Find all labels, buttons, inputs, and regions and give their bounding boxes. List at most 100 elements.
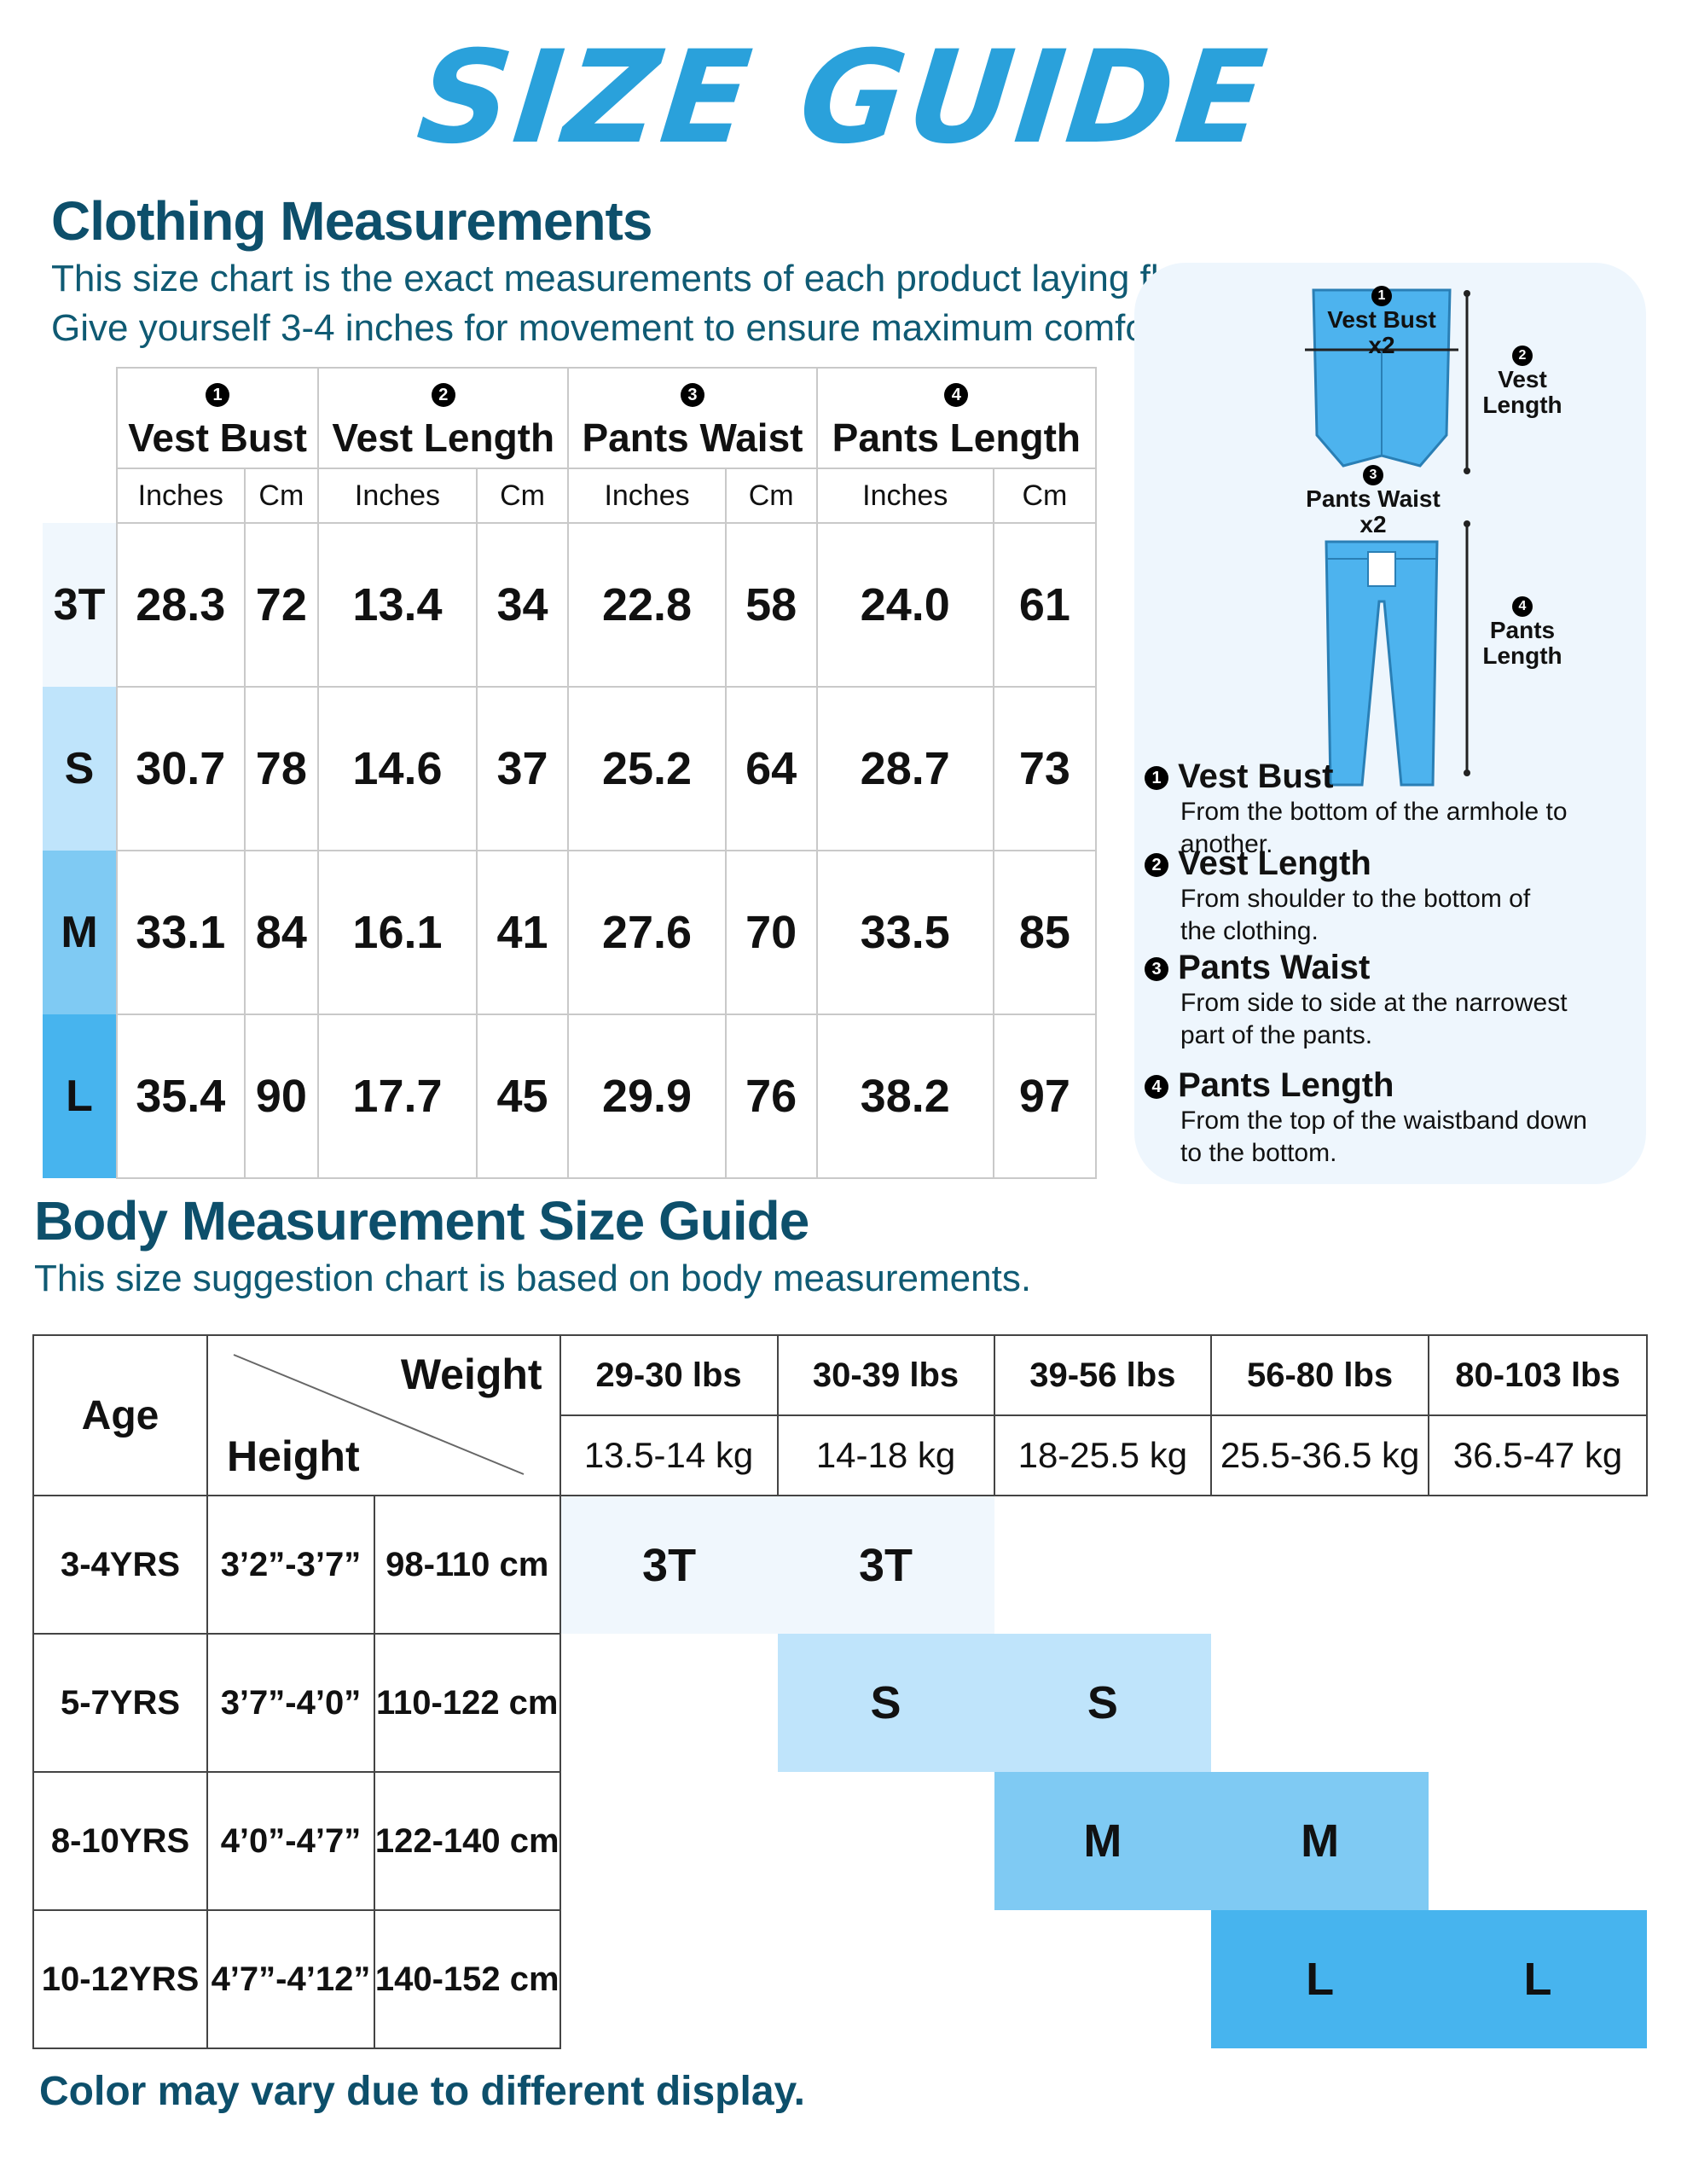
- number-1-icon: 1: [1145, 766, 1168, 791]
- unit-inches: Inches: [116, 468, 246, 524]
- size-label: 3T: [43, 523, 117, 687]
- number-1-icon: 1: [1371, 285, 1392, 306]
- age-cell: 8-10YRS: [32, 1771, 209, 1911]
- cell: 41: [475, 850, 570, 1015]
- size-cell: [1429, 1772, 1647, 1910]
- table-row: M 33.1 84 16.1 41 27.6 70 33.5 85: [43, 850, 1098, 1015]
- height-ft-cell: 3’2”-3’7”: [206, 1495, 375, 1635]
- definition-vest-bust: 1 Vest Bust From the bottom of the armho…: [1145, 758, 1639, 861]
- body-subtitle: This size suggestion chart is based on b…: [34, 1258, 1032, 1299]
- cell: 22.8: [567, 522, 727, 688]
- cell: 35.4: [116, 1014, 246, 1179]
- cell: 61: [992, 522, 1098, 688]
- size-label: M: [43, 851, 117, 1014]
- size-cell: [994, 1910, 1212, 2048]
- vest-bust-label: 1 Vest Bust x2: [1322, 282, 1441, 358]
- height-label: Height: [227, 1432, 360, 1480]
- cell: 30.7: [116, 686, 246, 851]
- size-cell: [994, 1496, 1212, 1634]
- number-1-icon: 1: [206, 382, 230, 407]
- cell: 33.1: [116, 850, 246, 1015]
- unit-cm: Cm: [992, 468, 1098, 524]
- age-cell: 5-7YRS: [32, 1633, 209, 1773]
- size-cell: [778, 1772, 994, 1910]
- table-row: 3-4YRS 3’2”-3’7” 98-110 cm 3T 3T: [32, 1495, 1647, 1635]
- table-row: 5-7YRS 3’7”-4’0” 110-122 cm S S: [32, 1633, 1647, 1773]
- cell: 37: [475, 686, 570, 851]
- col-pants-length: 4 Pants Length: [815, 367, 1098, 469]
- unit-cm: Cm: [475, 468, 570, 524]
- unit-cm: Cm: [724, 468, 818, 524]
- cell: 34: [475, 522, 570, 688]
- cell: 14.6: [317, 686, 478, 851]
- weight-kg: 13.5-14 kg: [559, 1414, 779, 1496]
- cell: 17.7: [317, 1014, 478, 1179]
- size-cell: L: [1211, 1910, 1429, 2048]
- pants-waist-label: 3 Pants Waist x2: [1296, 461, 1450, 537]
- size-cell: [1211, 1634, 1429, 1772]
- size-cell: S: [994, 1634, 1212, 1772]
- col-vest-length: 2 Vest Length: [317, 367, 570, 469]
- col-vest-bust: 1 Vest Bust: [115, 367, 320, 469]
- weight-lbs: 29-30 lbs: [559, 1334, 779, 1416]
- body-table: Age Weight Height 29-30 lbs 30-39 lbs 39…: [32, 1334, 1648, 2049]
- definition-pants-length: 4 Pants Length From the top of the waist…: [1145, 1066, 1639, 1170]
- weight-kg: 36.5-47 kg: [1428, 1414, 1648, 1496]
- cell: 76: [724, 1014, 818, 1179]
- size-cell: M: [1211, 1772, 1429, 1910]
- vest-length-line: [1464, 290, 1470, 474]
- cell: 16.1: [317, 850, 478, 1015]
- height-ft-cell: 4’0”-4’7”: [206, 1771, 375, 1911]
- weight-lbs: 56-80 lbs: [1210, 1334, 1430, 1416]
- size-cell: 3T: [777, 1496, 994, 1634]
- weight-label: Weight: [400, 1350, 542, 1398]
- table-row: S 30.7 78 14.6 37 25.2 64 28.7 73: [43, 686, 1098, 851]
- cell: 13.4: [317, 522, 478, 688]
- cell: 45: [475, 1014, 570, 1179]
- unit-inches: Inches: [317, 468, 478, 524]
- number-3-icon: 3: [1145, 957, 1168, 982]
- corner-cell: [43, 368, 117, 468]
- table-row: 3T 28.3 72 13.4 34 22.8 58 24.0 61: [43, 522, 1098, 688]
- number-2-icon: 2: [1145, 853, 1168, 878]
- body-heading: Body Measurement Size Guide: [34, 1190, 809, 1252]
- age-cell: 3-4YRS: [32, 1495, 209, 1635]
- size-cell: 3T: [559, 1496, 778, 1634]
- size-cell: [560, 1634, 778, 1772]
- clothing-subtitle-1: This size chart is the exact measurement…: [51, 258, 1201, 299]
- weight-lbs: 80-103 lbs: [1428, 1334, 1648, 1416]
- cell: 28.3: [116, 522, 246, 688]
- pants-diagram: [1325, 540, 1439, 787]
- clothing-heading: Clothing Measurements: [51, 190, 652, 252]
- number-4-icon: 4: [1512, 595, 1533, 617]
- age-header: Age: [32, 1334, 209, 1496]
- size-cell: [778, 1910, 994, 2048]
- cell: 29.9: [567, 1014, 727, 1179]
- number-4-icon: 4: [944, 382, 969, 407]
- cell: 28.7: [815, 686, 994, 851]
- unit-cm: Cm: [243, 468, 320, 524]
- size-cell: L: [1429, 1910, 1647, 2048]
- definition-pants-waist: 3 Pants Waist From side to side at the n…: [1145, 949, 1639, 1052]
- number-2-icon: 2: [431, 382, 455, 407]
- height-cm-cell: 110-122 cm: [373, 1633, 561, 1773]
- cell: 72: [243, 522, 320, 688]
- cell: 97: [992, 1014, 1098, 1179]
- size-label: S: [43, 687, 117, 851]
- age-cell: 10-12YRS: [32, 1909, 209, 2049]
- size-cell: [1429, 1634, 1647, 1772]
- footer-note: Color may vary due to different display.: [39, 2069, 805, 2114]
- height-cm-cell: 122-140 cm: [373, 1771, 561, 1911]
- weight-height-header: Weight Height: [206, 1334, 561, 1496]
- diagonal-divider: [233, 1354, 525, 1475]
- height-cm-cell: 98-110 cm: [373, 1495, 561, 1635]
- cell: 27.6: [567, 850, 727, 1015]
- size-cell: [560, 1910, 778, 2048]
- weight-lbs: 30-39 lbs: [776, 1334, 995, 1416]
- cell: 25.2: [567, 686, 727, 851]
- height-ft-cell: 3’7”-4’0”: [206, 1633, 375, 1773]
- cell: 33.5: [815, 850, 994, 1015]
- cell: 64: [724, 686, 818, 851]
- cell: 73: [992, 686, 1098, 851]
- cell: 38.2: [815, 1014, 994, 1179]
